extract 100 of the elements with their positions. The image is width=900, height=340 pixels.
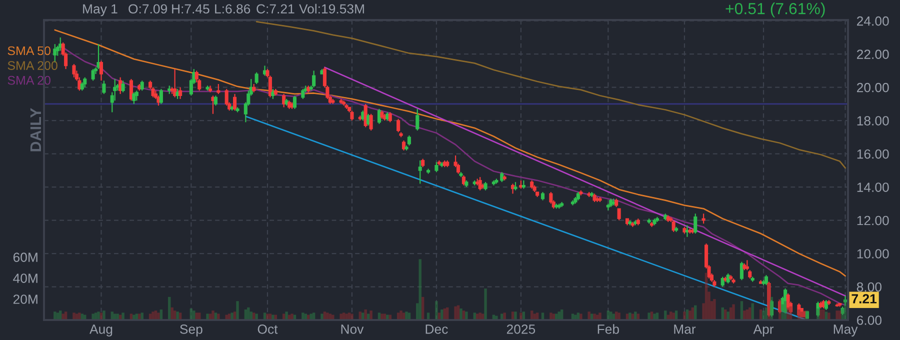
candlestick xyxy=(549,191,553,204)
candlestick xyxy=(462,174,466,186)
candlestick xyxy=(216,83,220,95)
candlestick xyxy=(418,160,422,184)
text: SMA 200 xyxy=(8,61,58,70)
x-tick-label: Mar xyxy=(674,324,696,334)
candlestick xyxy=(113,78,117,102)
bar xyxy=(726,312,730,320)
x-tick-label: Aug xyxy=(90,324,112,336)
bar xyxy=(580,314,582,320)
text: Vol:19.53M xyxy=(299,4,364,14)
x-tick-label: Feb xyxy=(598,324,619,334)
candlestick xyxy=(254,72,258,85)
bar xyxy=(648,312,650,320)
bar xyxy=(54,312,56,320)
text: O:7.09 xyxy=(128,4,167,14)
bar xyxy=(454,306,457,320)
bar xyxy=(440,310,444,320)
candlestick xyxy=(118,76,122,95)
bar xyxy=(688,310,692,320)
series-label: SMA 50 xyxy=(8,46,50,56)
candlestick xyxy=(159,88,163,104)
bar xyxy=(72,312,76,320)
bar xyxy=(92,314,94,320)
bar xyxy=(558,312,560,320)
bar xyxy=(484,288,487,320)
candlestick xyxy=(102,80,106,95)
y-tick-label: 18.00 xyxy=(857,116,889,126)
candlestick xyxy=(134,90,138,102)
bar xyxy=(762,310,765,320)
bar xyxy=(598,312,602,320)
line-series xyxy=(256,20,846,169)
candlestick xyxy=(292,95,297,110)
candlestick xyxy=(53,44,57,63)
y-tick-label: 20.00 xyxy=(856,82,889,92)
candlestick xyxy=(672,220,676,232)
bar xyxy=(593,314,596,320)
bar xyxy=(350,314,354,320)
bar xyxy=(713,299,716,320)
annotation: 7.21 xyxy=(852,294,877,304)
bar xyxy=(816,308,820,320)
bar xyxy=(786,307,790,320)
candlestick xyxy=(694,213,698,234)
candlestick xyxy=(500,172,504,183)
candlestick xyxy=(407,134,411,146)
bar xyxy=(157,312,160,320)
x-tick-label: May xyxy=(834,324,858,336)
candlestick xyxy=(764,274,768,286)
text: C:7.21 xyxy=(256,4,294,14)
x-tick-label: Apr xyxy=(753,324,774,336)
bar xyxy=(514,312,517,320)
bar xyxy=(230,312,234,320)
bar xyxy=(672,312,675,320)
candlestick xyxy=(121,80,125,93)
y-tick-label: 22.00 xyxy=(856,50,889,59)
candlestick xyxy=(366,113,370,126)
candlestick xyxy=(214,95,218,106)
bar xyxy=(380,314,384,320)
y-tick-label: 16.00 xyxy=(857,149,889,159)
bar xyxy=(503,312,506,320)
bar xyxy=(405,312,408,320)
bar xyxy=(664,310,667,320)
candlestick xyxy=(301,88,305,100)
candlestick xyxy=(72,63,76,78)
bar xyxy=(550,312,552,320)
candlestick xyxy=(58,36,62,52)
bar xyxy=(116,314,119,320)
candlestick xyxy=(173,68,177,98)
bar xyxy=(520,312,522,320)
candlestick xyxy=(350,110,354,122)
bar xyxy=(768,283,770,320)
y-tick-label: 10.00 xyxy=(857,249,889,258)
y2-tick-label: 20M xyxy=(13,294,38,304)
bar xyxy=(122,312,124,320)
bar xyxy=(255,314,258,320)
x-tick-label: Oct xyxy=(258,324,278,334)
bar xyxy=(217,314,220,320)
bar xyxy=(418,259,422,320)
bar xyxy=(778,299,782,320)
text: DAILY xyxy=(30,108,41,152)
candlestick xyxy=(726,272,730,284)
candlestick xyxy=(434,162,438,173)
bar xyxy=(588,312,590,320)
bar xyxy=(320,314,324,320)
bar xyxy=(62,314,64,320)
bar xyxy=(302,312,304,320)
bar xyxy=(460,308,462,320)
candlestick xyxy=(99,60,104,82)
candlestick xyxy=(96,44,100,70)
bar xyxy=(206,314,209,320)
x-tick-label: 2025 xyxy=(506,324,536,334)
bar xyxy=(836,310,838,320)
bar xyxy=(192,310,196,320)
bar xyxy=(266,314,269,320)
y-tick-label: 6.00 xyxy=(857,316,882,325)
bar xyxy=(364,310,367,320)
candlestick xyxy=(617,208,621,221)
candlestick xyxy=(702,213,706,224)
bar xyxy=(822,310,825,320)
text: L:6.86 xyxy=(215,4,250,14)
